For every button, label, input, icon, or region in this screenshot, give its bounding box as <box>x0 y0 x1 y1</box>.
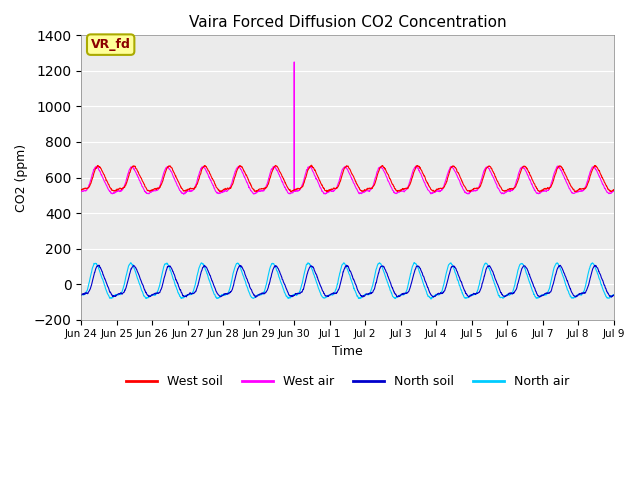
X-axis label: Time: Time <box>332 345 363 358</box>
Legend: West soil, West air, North soil, North air: West soil, West air, North soil, North a… <box>121 370 574 393</box>
Title: Vaira Forced Diffusion CO2 Concentration: Vaira Forced Diffusion CO2 Concentration <box>189 15 506 30</box>
Text: VR_fd: VR_fd <box>91 38 131 51</box>
Y-axis label: CO2 (ppm): CO2 (ppm) <box>15 144 28 212</box>
